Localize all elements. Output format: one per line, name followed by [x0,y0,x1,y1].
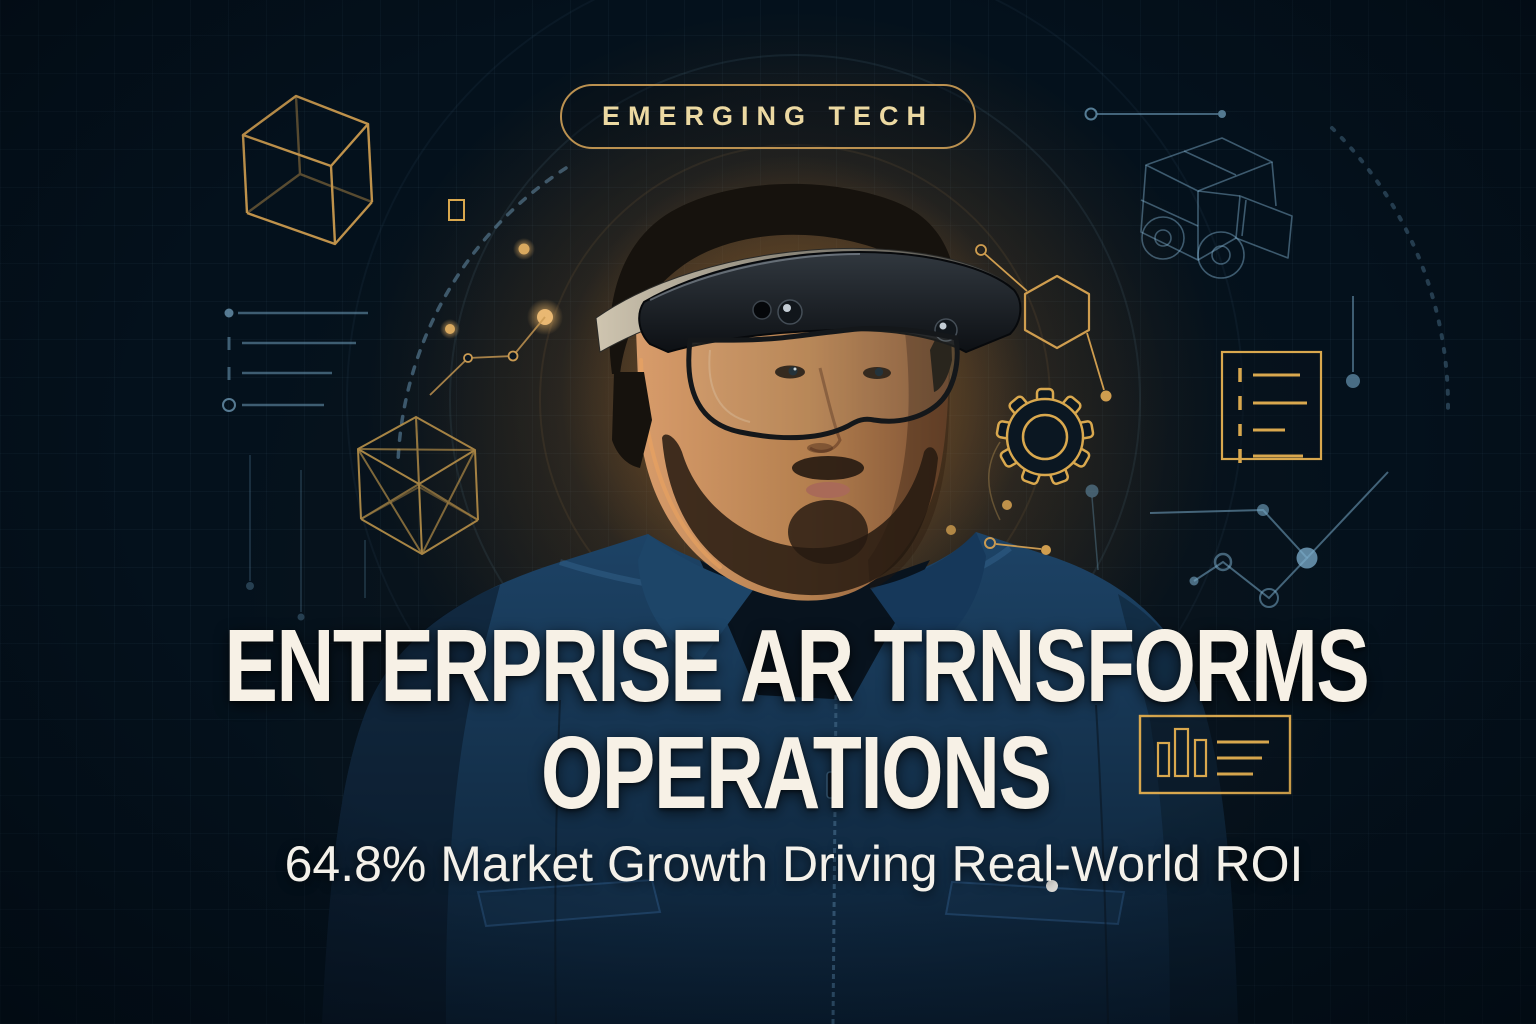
headline: ENTERPRISE AR TRNSFORMS OPERATIONS [28,612,1536,826]
wireframe-cube-icon [241,94,374,246]
headline-line-2: OPERATIONS [541,715,1052,830]
headline-line-1: ENTERPRISE AR TRNSFORMS [223,608,1370,723]
subheadline: 64.8% Market Growth Driving Real-World R… [284,836,1304,892]
checklist-icon [1220,296,1360,463]
connector-line-icon [1084,107,1226,121]
plumb-lines-icon [246,455,366,621]
category-badge: EMERGING TECH [559,84,977,149]
